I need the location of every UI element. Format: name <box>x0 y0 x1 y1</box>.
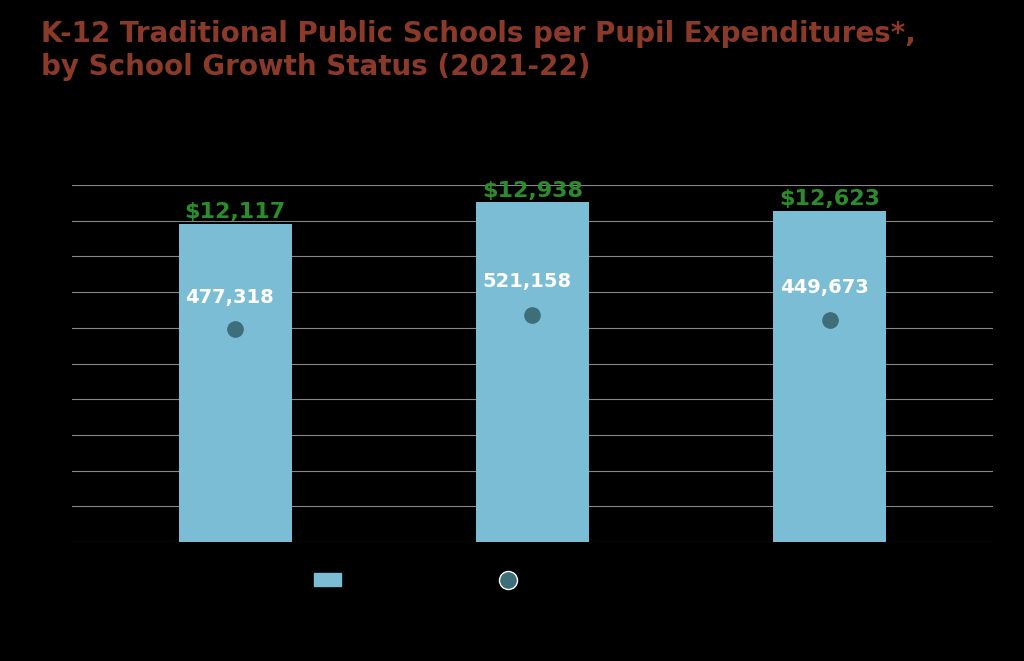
Text: $12,117: $12,117 <box>184 202 286 223</box>
Text: 477,318: 477,318 <box>185 288 273 307</box>
Bar <box>476 202 589 542</box>
Bar <box>179 224 292 542</box>
Text: $12,623: $12,623 <box>779 189 881 209</box>
Text: 521,158: 521,158 <box>482 272 571 291</box>
Legend: , : , <box>306 564 538 598</box>
Text: $12,938: $12,938 <box>482 181 583 201</box>
Text: K-12 Traditional Public Schools per Pupil Expenditures*,
by School Growth Status: K-12 Traditional Public Schools per Pupi… <box>41 20 915 81</box>
Text: 449,673: 449,673 <box>779 278 868 297</box>
Bar <box>773 211 886 542</box>
